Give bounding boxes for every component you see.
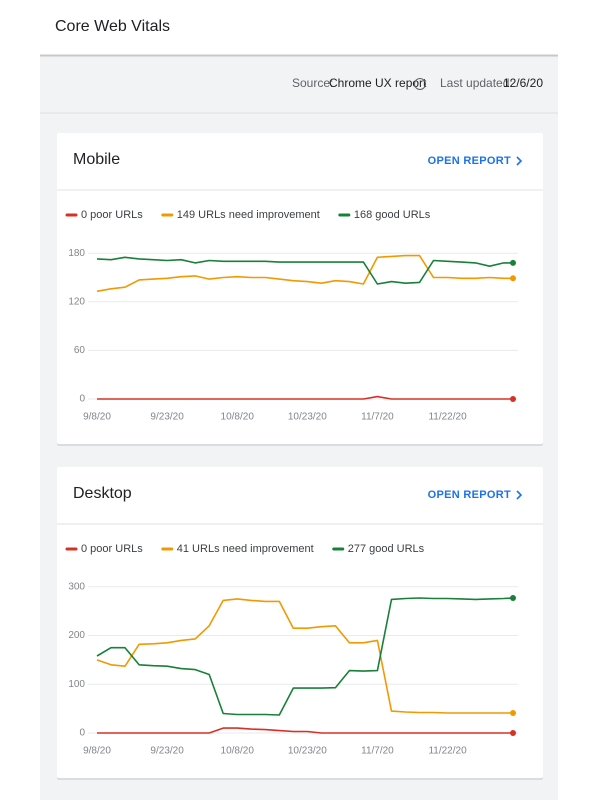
card-title: Desktop (73, 485, 132, 502)
x-tick-label: 10/23/20 (288, 746, 327, 757)
y-tick-label: 60 (74, 345, 86, 356)
end-point (510, 275, 516, 282)
legend-label: 168 good URLs (354, 209, 431, 221)
legend-label: 277 good URLs (348, 543, 425, 555)
legend-label: 149 URLs need improvement (177, 209, 320, 221)
source-value: Chrome UX report (329, 76, 427, 90)
open-report-link[interactable]: OPEN REPORT (428, 489, 511, 501)
x-tick-label: 10/8/20 (221, 412, 255, 423)
series-line (96, 597, 514, 716)
y-tick-label: 200 (68, 630, 85, 641)
x-tick-label: 10/8/20 (221, 746, 255, 757)
card-title: Mobile (73, 151, 120, 168)
end-point (510, 259, 516, 266)
source-label: Source: (292, 76, 333, 90)
x-tick-label: 11/22/20 (428, 412, 467, 423)
y-tick-label: 300 (68, 581, 85, 592)
updated-label: Last updated: (440, 76, 513, 90)
end-point (510, 710, 516, 717)
end-point (510, 730, 516, 736)
y-tick-label: 180 (68, 248, 85, 259)
series-line (96, 256, 513, 285)
x-tick-label: 11/7/20 (361, 746, 394, 757)
y-tick-label: 0 (79, 728, 85, 739)
link-chevron[interactable] (516, 156, 523, 166)
y-tick-label: 100 (68, 679, 85, 690)
card (57, 467, 543, 778)
y-tick-label: 120 (68, 296, 85, 307)
updated-value: 12/6/20 (503, 76, 543, 90)
card (57, 133, 543, 444)
link-chevron[interactable] (516, 490, 523, 500)
x-tick-label: 9/23/20 (150, 746, 184, 757)
x-tick-label: 10/23/20 (288, 412, 327, 423)
legend-label: 41 URLs need improvement (177, 543, 314, 555)
x-tick-label: 9/23/20 (150, 412, 184, 423)
page-title: Core Web Vitals (55, 18, 170, 35)
end-point (510, 594, 516, 601)
end-point (510, 396, 516, 402)
x-tick-label: 9/8/20 (83, 746, 111, 757)
x-tick-label: 9/8/20 (83, 412, 111, 423)
y-tick-label: 0 (79, 394, 85, 405)
series-line (96, 598, 513, 714)
x-tick-label: 11/22/20 (428, 746, 467, 757)
series-line (96, 254, 513, 293)
x-tick-label: 11/7/20 (361, 412, 394, 423)
help-icon[interactable] (414, 78, 426, 90)
legend-label: 0 poor URLs (81, 543, 143, 555)
series-line (97, 727, 513, 734)
legend-label: 0 poor URLs (81, 209, 143, 221)
series-line (97, 395, 513, 400)
open-report-link[interactable]: OPEN REPORT (428, 155, 511, 167)
header-bar (0, 0, 600, 55)
